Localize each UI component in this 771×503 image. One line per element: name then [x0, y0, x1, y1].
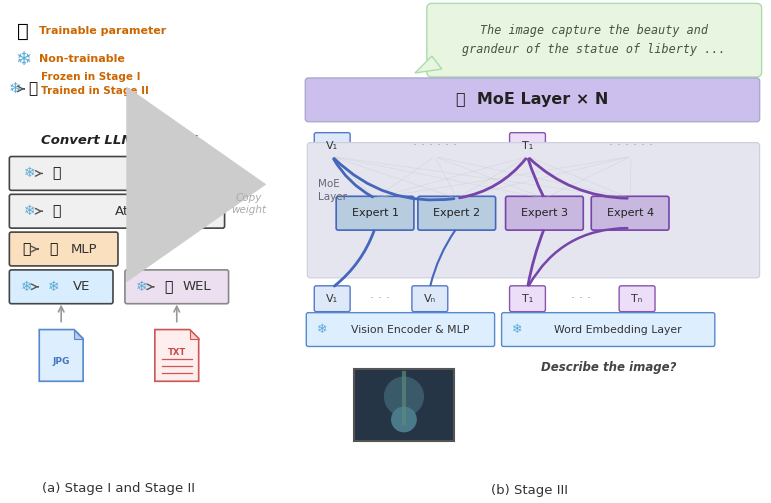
Circle shape	[384, 377, 424, 416]
Text: ❄: ❄	[47, 280, 59, 294]
Text: · · ·: · · ·	[370, 292, 390, 305]
FancyBboxPatch shape	[506, 196, 584, 230]
FancyBboxPatch shape	[9, 232, 118, 266]
FancyBboxPatch shape	[336, 196, 414, 230]
Text: 🔥: 🔥	[29, 81, 38, 97]
Text: · · · · · ·: · · · · · ·	[609, 139, 653, 152]
Text: The image capture the beauty and
grandeur of the statue of liberty ...: The image capture the beauty and grandeu…	[463, 24, 726, 56]
Text: MLP: MLP	[71, 242, 97, 256]
Text: ❄: ❄	[136, 280, 148, 294]
FancyBboxPatch shape	[9, 156, 224, 190]
Text: Word Embedding Layer: Word Embedding Layer	[554, 324, 682, 334]
FancyBboxPatch shape	[510, 133, 545, 158]
Text: FFN: FFN	[133, 167, 158, 180]
FancyBboxPatch shape	[308, 143, 759, 278]
Text: Non-trainable: Non-trainable	[39, 54, 125, 64]
FancyBboxPatch shape	[305, 78, 759, 122]
Text: VE: VE	[72, 280, 89, 293]
Text: Expert 1: Expert 1	[352, 208, 399, 218]
Text: Copy
weight: Copy weight	[231, 194, 266, 215]
FancyBboxPatch shape	[502, 313, 715, 347]
Text: Vₙ: Vₙ	[424, 294, 436, 304]
Text: WEL: WEL	[183, 280, 211, 293]
Text: 🔥: 🔥	[164, 280, 173, 294]
Text: V₁: V₁	[326, 140, 338, 150]
Text: MoE
Layer: MoE Layer	[318, 179, 347, 202]
Polygon shape	[190, 329, 199, 339]
Polygon shape	[155, 329, 199, 381]
Text: Frozen in Stage I
Trained in Stage II: Frozen in Stage I Trained in Stage II	[41, 72, 149, 96]
Text: (b) Stage III: (b) Stage III	[491, 484, 568, 497]
FancyBboxPatch shape	[510, 286, 545, 312]
Text: 🔥: 🔥	[52, 204, 60, 218]
Text: Describe the image?: Describe the image?	[541, 361, 677, 374]
Text: Tₙ: Tₙ	[631, 294, 643, 304]
Text: · · ·: · · ·	[571, 292, 591, 305]
Text: 🔥: 🔥	[52, 166, 60, 181]
Text: Trainable parameter: Trainable parameter	[39, 26, 167, 36]
Text: 🔥: 🔥	[18, 22, 29, 41]
Polygon shape	[415, 56, 442, 73]
FancyBboxPatch shape	[9, 194, 224, 228]
FancyBboxPatch shape	[412, 286, 448, 312]
Text: (a) Stage I and Stage II: (a) Stage I and Stage II	[42, 482, 196, 495]
Text: ❄: ❄	[21, 280, 32, 294]
Text: Expert 4: Expert 4	[607, 208, 654, 218]
Text: ❄: ❄	[9, 81, 22, 97]
FancyBboxPatch shape	[418, 196, 496, 230]
FancyBboxPatch shape	[354, 369, 454, 441]
Polygon shape	[74, 329, 83, 339]
Text: ❄: ❄	[23, 204, 35, 218]
Text: JPG: JPG	[52, 357, 70, 366]
Text: ❄: ❄	[317, 323, 328, 336]
Text: Attention: Attention	[115, 205, 177, 218]
Text: ❄: ❄	[512, 323, 523, 336]
Circle shape	[391, 406, 417, 433]
Text: TXT: TXT	[167, 349, 186, 357]
FancyBboxPatch shape	[315, 133, 350, 158]
FancyBboxPatch shape	[9, 270, 113, 304]
FancyBboxPatch shape	[306, 313, 495, 347]
Text: 🔥: 🔥	[22, 242, 31, 256]
Text: Expert 2: Expert 2	[433, 208, 480, 218]
Text: 🔥: 🔥	[49, 242, 57, 256]
Text: Expert 3: Expert 3	[521, 208, 568, 218]
FancyBboxPatch shape	[619, 286, 655, 312]
Text: · · · · · ·: · · · · · ·	[412, 139, 457, 152]
Text: Convert LLM to LVLM: Convert LLM to LVLM	[41, 134, 197, 147]
Text: ❄: ❄	[15, 50, 32, 68]
Text: T₁: T₁	[522, 140, 533, 150]
Text: V₁: V₁	[326, 294, 338, 304]
FancyBboxPatch shape	[591, 196, 669, 230]
FancyBboxPatch shape	[315, 286, 350, 312]
FancyBboxPatch shape	[427, 4, 762, 77]
Text: ❄: ❄	[23, 166, 35, 181]
Text: Vision Encoder & MLP: Vision Encoder & MLP	[352, 324, 470, 334]
Text: 🔥  MoE Layer × N: 🔥 MoE Layer × N	[456, 93, 608, 107]
FancyBboxPatch shape	[125, 270, 228, 304]
Text: T₁: T₁	[522, 294, 533, 304]
Polygon shape	[39, 329, 83, 381]
